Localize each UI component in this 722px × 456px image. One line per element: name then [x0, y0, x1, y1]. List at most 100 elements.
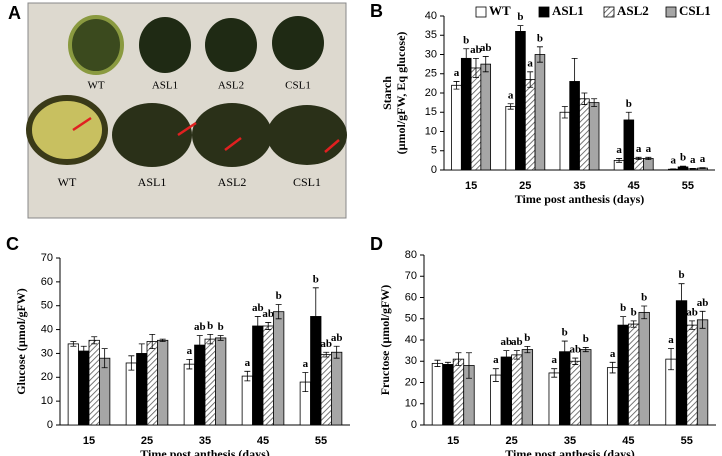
bar — [204, 338, 216, 426]
bar — [628, 323, 640, 426]
error-bar — [492, 368, 499, 382]
error-bar — [507, 103, 514, 110]
sample-label: CSL1 — [293, 175, 321, 189]
x-tick-label: 15 — [465, 180, 477, 192]
x-tick-label: 45 — [628, 180, 640, 192]
y-tick-label: 35 — [425, 29, 437, 41]
y-tick-label: 70 — [405, 270, 417, 282]
y-axis-label: Glucose (µmol/gFW) — [14, 288, 28, 395]
error-bar — [536, 46, 543, 63]
bar — [524, 79, 536, 171]
bar — [511, 354, 523, 426]
significance-letter: b — [680, 152, 686, 164]
significance-letter: a — [245, 357, 251, 369]
bar — [146, 341, 158, 426]
bar — [194, 344, 206, 426]
bar — [505, 106, 516, 171]
x-tick-label: 55 — [681, 435, 693, 447]
bar — [78, 350, 90, 426]
error-bar — [699, 167, 706, 169]
y-axis-label: Starch — [380, 76, 394, 110]
photo-top-row — [68, 15, 324, 75]
error-bar — [128, 355, 135, 371]
significance-letter: a — [303, 358, 309, 370]
significance-letter: a — [610, 348, 616, 360]
bar — [88, 339, 100, 426]
y-tick-label: 40 — [41, 323, 53, 335]
bar — [452, 358, 465, 426]
legend-label: WT — [489, 3, 511, 18]
error-bar — [620, 316, 627, 335]
legend-swatch — [665, 6, 677, 18]
y-tick-label: 20 — [41, 371, 53, 383]
significance-letter: b — [583, 333, 589, 345]
bar — [638, 311, 650, 426]
significance-letter: ab — [569, 344, 581, 356]
significance-letter: ab — [480, 42, 492, 54]
sample-label: ASL2 — [218, 80, 244, 92]
bar — [500, 356, 513, 426]
bar — [579, 98, 590, 171]
y-axis-label: Fructose (µmol/gFW) — [378, 285, 392, 396]
error-bar — [641, 305, 648, 320]
significance-letter: b — [562, 327, 568, 339]
x-tick-label: 55 — [315, 435, 327, 447]
sample-label: WT — [58, 175, 77, 189]
significance-letter: b — [218, 321, 224, 333]
sample-label: ASL1 — [152, 80, 178, 92]
error-bar — [455, 352, 462, 366]
significance-letter: b — [463, 34, 469, 46]
significance-letter: b — [626, 98, 632, 110]
significance-letter: ab — [686, 306, 698, 318]
bar — [99, 357, 111, 426]
y-tick-label: 25 — [425, 68, 437, 80]
x-tick-label: 45 — [257, 435, 269, 447]
legend-label: ASL2 — [617, 3, 649, 18]
error-bar — [678, 283, 685, 319]
legend-label: ASL1 — [552, 3, 584, 18]
error-bar — [302, 372, 309, 392]
error-bar — [472, 57, 479, 78]
significance-letter: ab — [697, 297, 709, 309]
y-tick-label: 20 — [425, 87, 437, 99]
sample-label: ASL1 — [138, 175, 167, 189]
significance-letter: b — [207, 320, 213, 332]
error-bar — [572, 357, 579, 365]
error-bar — [645, 156, 652, 161]
bar — [633, 158, 644, 171]
y-tick-label: 50 — [405, 313, 417, 325]
error-bar — [444, 361, 451, 367]
error-bar — [465, 352, 472, 379]
error-bar — [609, 361, 616, 374]
error-bar — [463, 48, 470, 69]
panel-letter: A — [8, 3, 21, 23]
significance-letter: a — [700, 153, 706, 165]
bar — [67, 343, 79, 426]
error-bar — [571, 57, 578, 105]
significance-letter: a — [668, 334, 674, 346]
significance-letter: b — [524, 332, 530, 344]
panel-a: A — [8, 2, 347, 219]
y-tick-label: 70 — [41, 252, 53, 264]
x-tick-label: 35 — [564, 435, 576, 447]
bar — [480, 63, 492, 171]
bar — [470, 67, 482, 171]
bar — [534, 54, 546, 171]
bar — [606, 367, 619, 426]
x-tick-label: 35 — [199, 435, 211, 447]
error-bar — [254, 316, 261, 336]
error-bar — [689, 320, 696, 330]
significance-letter: a — [671, 154, 677, 166]
bar — [331, 351, 343, 426]
y-tick-label: 5 — [431, 145, 437, 157]
bar — [241, 375, 253, 426]
y-tick-label: 20 — [405, 376, 417, 388]
significance-letter: b — [276, 290, 282, 302]
error-bar — [561, 340, 568, 363]
significance-letter: a — [493, 354, 499, 366]
significance-letter: ab — [511, 336, 523, 348]
legend-label: CSL1 — [679, 3, 711, 18]
error-bar — [207, 333, 214, 345]
x-tick-label: 25 — [141, 435, 153, 447]
